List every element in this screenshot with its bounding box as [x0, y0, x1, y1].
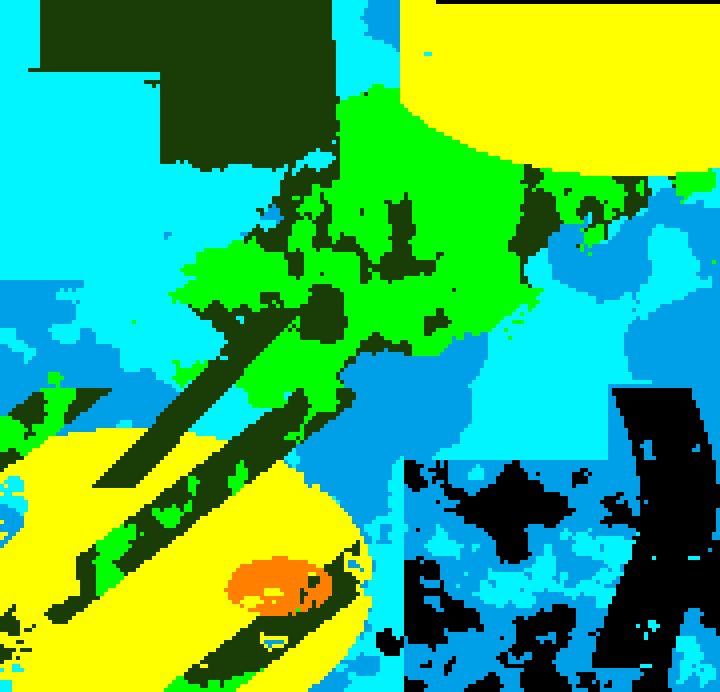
classified-raster-image: [0, 0, 720, 692]
raster-map-viewport[interactable]: [0, 0, 720, 692]
